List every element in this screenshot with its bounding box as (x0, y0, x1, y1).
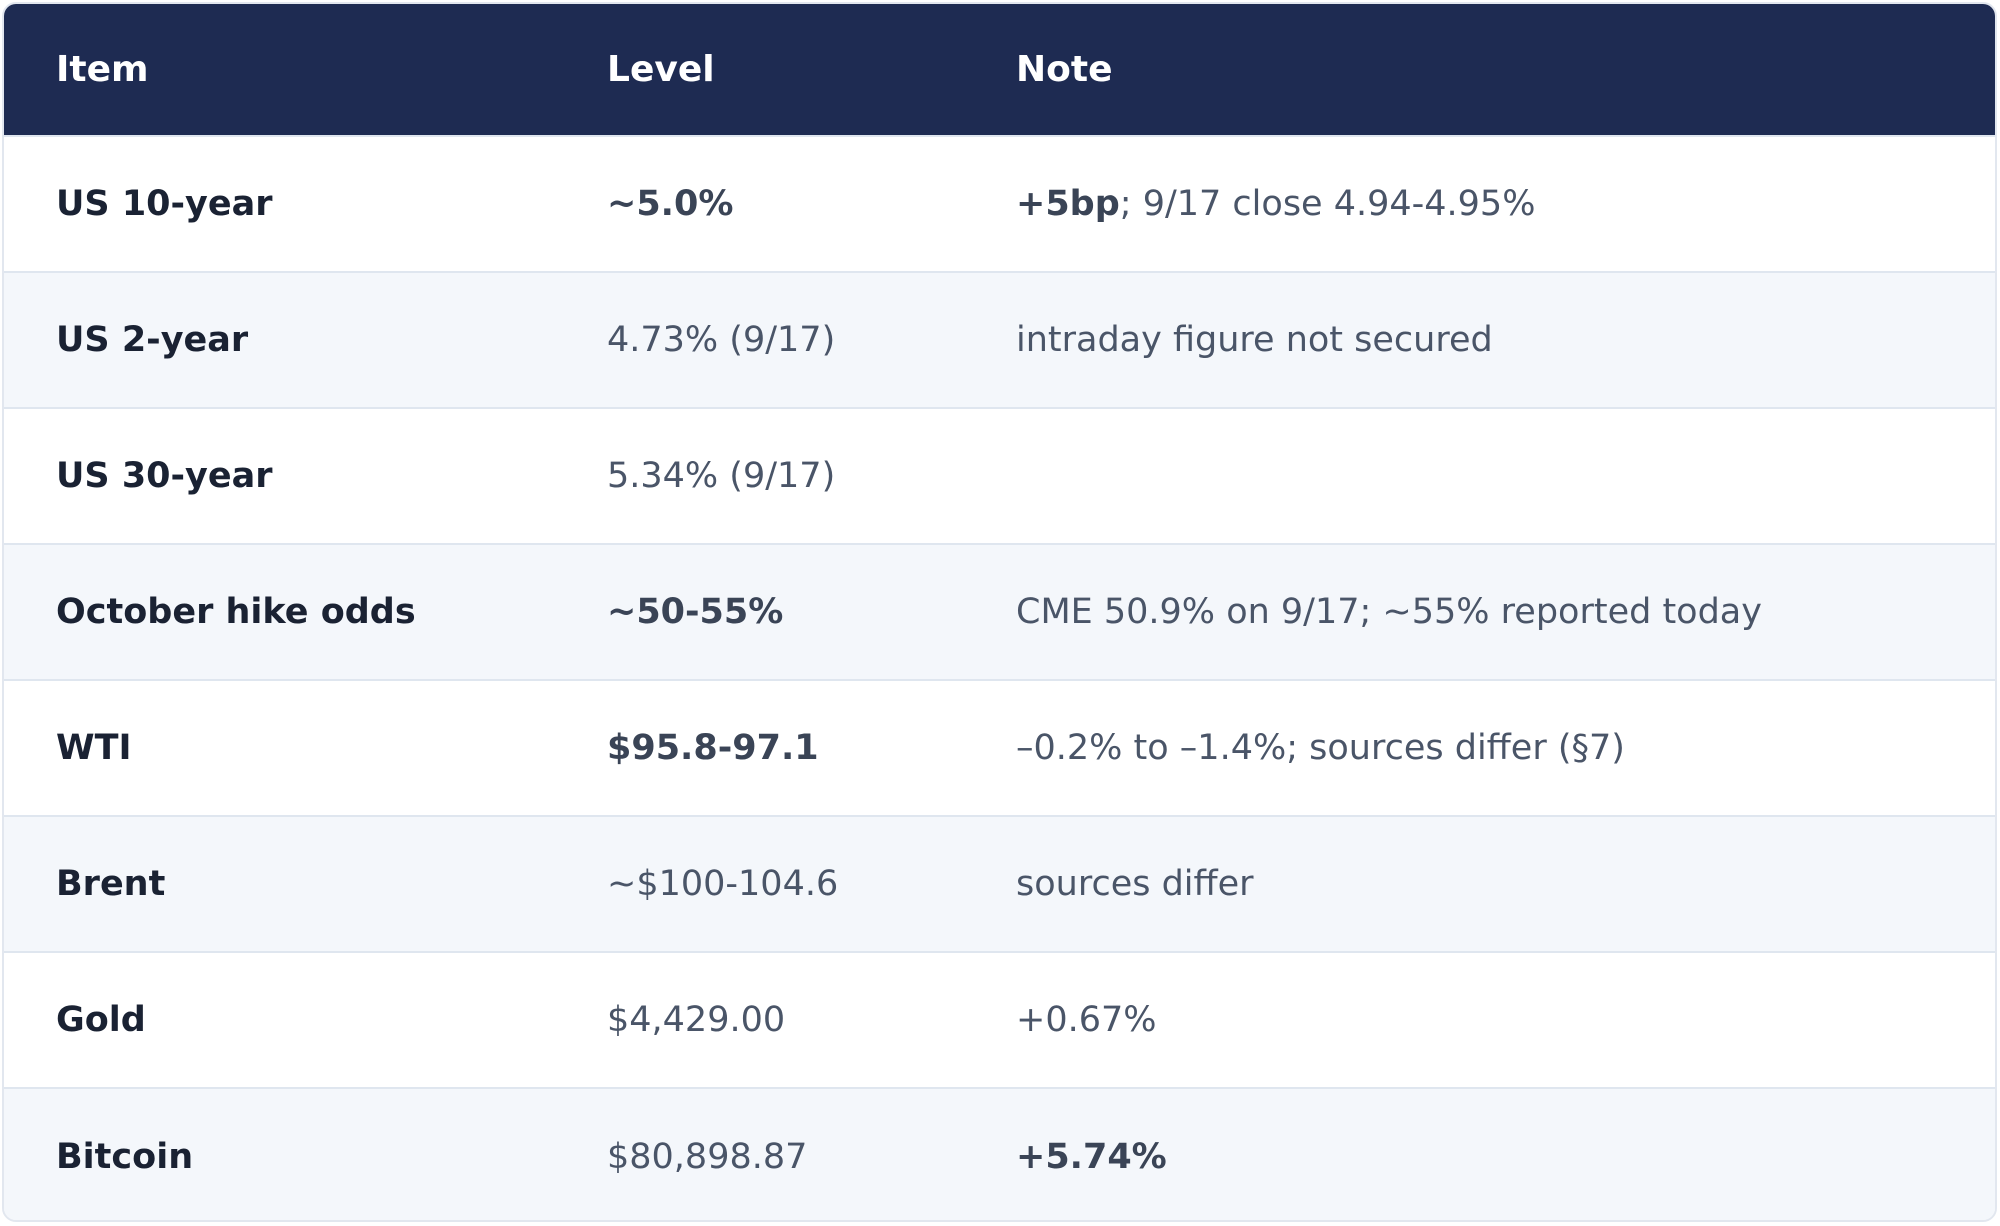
cell-level: ~$100-104.6 (607, 864, 839, 904)
table-row-us-30-year: US 30-year 5.34% (9/17) (4, 408, 1995, 544)
cell-note: +5.74% (964, 1088, 1995, 1220)
table-row-wti: WTI $95.8-97.1 –0.2% to –1.4%; sources d… (4, 680, 1995, 816)
table-body: US 10-year ~5.0% +5bp; 9/17 close 4.94-4… (4, 136, 1995, 1220)
cell-item: Brent (56, 864, 166, 904)
cell-item: US 2-year (56, 320, 249, 360)
cell-level: ~5.0% (555, 136, 964, 272)
cell-level-value: $95.8-97.1 (607, 728, 819, 768)
cell-note-bold: +5.74% (1016, 1136, 1167, 1177)
cell-level: $95.8-97.1 (555, 680, 964, 816)
column-header-note: Note (1016, 49, 1113, 90)
cell-note: +5bp; 9/17 close 4.94-4.95% (964, 136, 1995, 272)
market-levels-table: Item Level Note US 10-year ~5.0% +5bp; 9… (4, 4, 1995, 1220)
cell-note-text: ; 9/17 close 4.94-4.95% (1119, 184, 1536, 224)
cell-note (964, 408, 1995, 544)
cell-note: +0.67% (1016, 1000, 1157, 1040)
table-row-bitcoin: Bitcoin $80,898.87 +5.74% (4, 1088, 1995, 1220)
cell-level: 5.34% (9/17) (607, 456, 836, 496)
table-row-us-2-year: US 2-year 4.73% (9/17) intraday figure n… (4, 272, 1995, 408)
cell-level-value: ~5.0% (607, 184, 734, 224)
column-header-item: Item (56, 49, 149, 90)
cell-level: ~50-55% (555, 544, 964, 680)
header-row: Item Level Note (4, 4, 1995, 136)
cell-item: US 30-year (56, 456, 273, 496)
cell-note-bold: +5bp (1016, 184, 1120, 224)
table-row-gold: Gold $4,429.00 +0.67% (4, 952, 1995, 1088)
cell-note: sources differ (1016, 864, 1254, 904)
cell-item: Gold (56, 1000, 146, 1040)
cell-item: October hike odds (56, 592, 416, 632)
cell-item: Bitcoin (56, 1136, 194, 1177)
table-header: Item Level Note (4, 4, 1995, 136)
cell-level: $80,898.87 (607, 1136, 808, 1177)
cell-note: CME 50.9% on 9/17; ~55% reported today (1016, 592, 1762, 632)
cell-level-value: ~50-55% (607, 592, 784, 632)
table-row-us-10-year: US 10-year ~5.0% +5bp; 9/17 close 4.94-4… (4, 136, 1995, 272)
table-row-october-hike-odds: October hike odds ~50-55% CME 50.9% on 9… (4, 544, 1995, 680)
cell-level: $4,429.00 (607, 1000, 786, 1040)
cell-level: 4.73% (9/17) (607, 320, 836, 360)
cell-item: WTI (56, 728, 132, 768)
table-row-brent: Brent ~$100-104.6 sources differ (4, 816, 1995, 952)
cell-item: US 10-year (56, 184, 273, 224)
column-header-level: Level (607, 49, 715, 90)
cell-note: –0.2% to –1.4%; sources differ (§7) (1016, 728, 1625, 768)
cell-note: intraday figure not secured (1016, 320, 1493, 360)
